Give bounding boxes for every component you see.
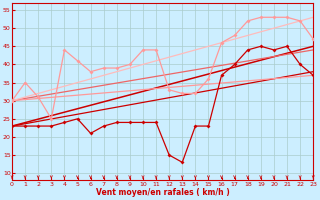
- X-axis label: Vent moyen/en rafales ( km/h ): Vent moyen/en rafales ( km/h ): [96, 188, 229, 197]
